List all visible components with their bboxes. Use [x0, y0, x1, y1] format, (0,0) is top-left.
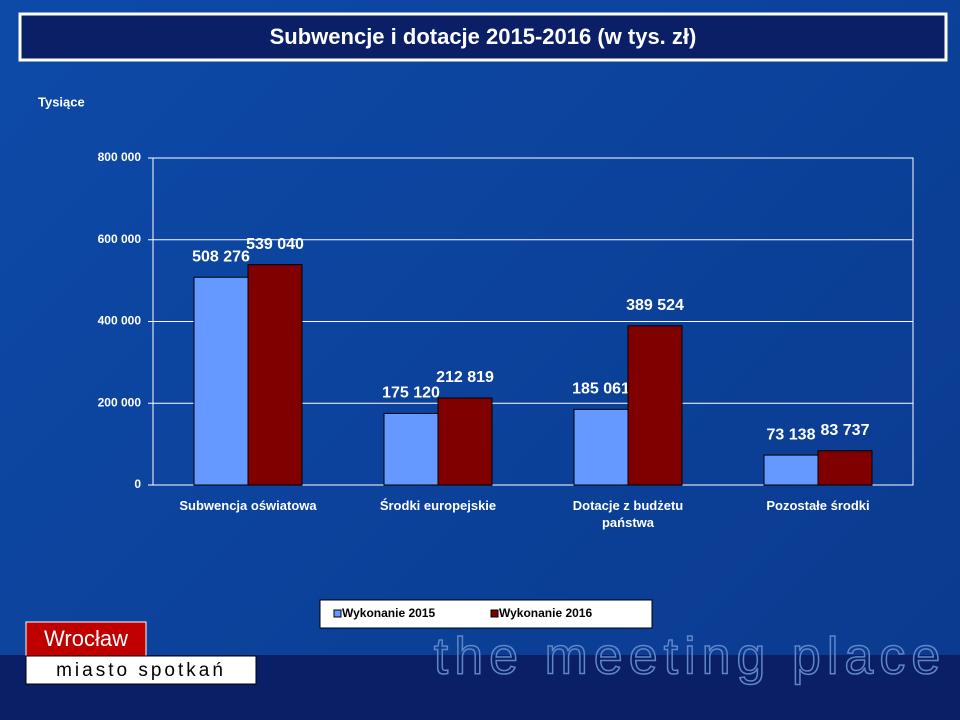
bar — [817, 450, 873, 486]
logo-tagline: miasto spotkań — [56, 660, 226, 681]
data-label: 508 276 — [192, 248, 250, 265]
x-tick-label: Dotacje z budżetu państwa — [572, 498, 684, 530]
logo-box — [25, 621, 147, 657]
data-label: 83 737 — [821, 422, 870, 439]
data-label: 539 040 — [246, 236, 304, 253]
data-label: 389 524 — [626, 297, 684, 314]
bar — [383, 412, 439, 486]
x-tick-label: Pozostałe środki — [766, 498, 870, 513]
y-axis-label: Tysiące — [38, 94, 85, 109]
bar — [437, 397, 493, 486]
y-tick-label: 200 000 — [98, 395, 142, 409]
logo-tagline-box — [25, 655, 257, 685]
title-box — [18, 12, 948, 62]
legend-swatch — [333, 609, 342, 618]
y-tick-label: 400 000 — [98, 314, 142, 328]
bar — [627, 325, 683, 486]
data-label: 212 819 — [436, 369, 494, 386]
legend — [319, 599, 653, 629]
bar — [573, 408, 629, 486]
y-tick-label: 800 000 — [98, 150, 142, 164]
y-tick-label: 600 000 — [98, 232, 142, 246]
data-label: 175 120 — [382, 385, 440, 402]
bar — [763, 454, 819, 486]
x-tick-label: Subwencja oświatowa — [179, 498, 317, 513]
legend-label: Wykonanie 2016 — [499, 606, 592, 620]
bar — [193, 276, 249, 486]
data-label: 185 061 — [572, 381, 630, 398]
logo-name: Wrocław — [44, 626, 128, 651]
slogan: the meeting place — [434, 628, 947, 686]
x-tick-label: Środki europejskie — [379, 498, 497, 513]
legend-swatch — [490, 609, 499, 618]
chart-title: Subwencje i dotacje 2015-2016 (w tys. zł… — [270, 24, 697, 49]
bar — [247, 264, 303, 486]
legend-label: Wykonanie 2015 — [342, 606, 435, 620]
data-label: 73 138 — [767, 426, 816, 443]
y-tick-label: 0 — [134, 477, 141, 491]
